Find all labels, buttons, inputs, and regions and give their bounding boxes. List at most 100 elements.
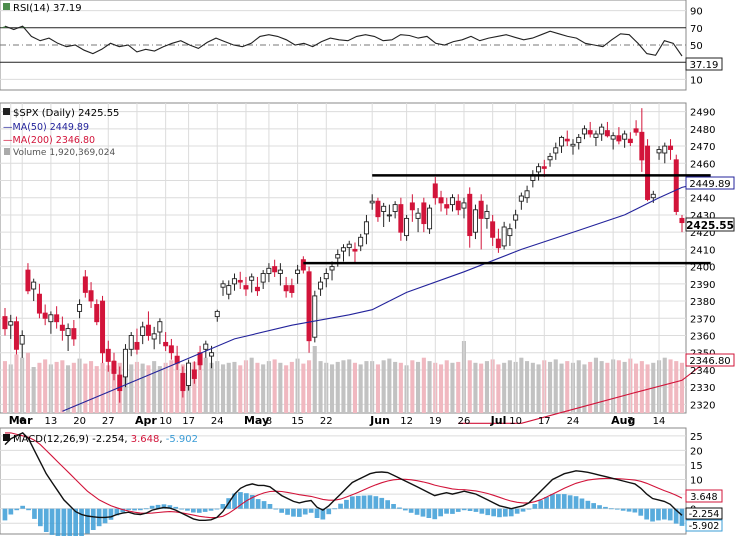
- macd-hist-box: [685, 519, 723, 532]
- macd-hist-bar: [255, 499, 261, 509]
- macd-hist-bar: [473, 508, 479, 512]
- candlestick: [444, 197, 450, 215]
- candlestick: [467, 187, 473, 248]
- candlestick: [25, 263, 31, 295]
- macd-hist-bar: [267, 504, 273, 509]
- candle-body: [197, 352, 203, 366]
- candlestick: [65, 323, 71, 351]
- support-resistance-lines: [303, 174, 711, 265]
- macd-hist-bar: [538, 500, 544, 509]
- candlestick: [243, 276, 249, 296]
- volume-bar: [341, 360, 346, 413]
- candlestick: [220, 280, 226, 296]
- macd-hist-bar: [26, 508, 31, 511]
- price-tick-label: 2470: [690, 142, 715, 153]
- candlestick: [82, 270, 88, 298]
- macd-hist-bar: [679, 508, 685, 526]
- candle-body: [604, 130, 610, 137]
- candle-body: [593, 133, 599, 138]
- macd-hist-bar: [573, 496, 579, 509]
- candle-body: [300, 259, 306, 271]
- price-tick-label: 2390: [690, 280, 715, 291]
- macd-hist-bar: [597, 505, 602, 509]
- candlestick: [128, 332, 134, 357]
- macd-line-box: [685, 507, 723, 520]
- macd-hist-bar: [432, 508, 438, 520]
- candlesticks: [2, 108, 685, 403]
- candle-body: [346, 243, 352, 249]
- macd-hist-bar: [614, 508, 620, 510]
- candle-body: [59, 324, 65, 331]
- candle-body: [627, 138, 633, 144]
- volume-bar: [427, 361, 432, 413]
- candle-body: [249, 276, 255, 281]
- macd-hist-bar: [167, 505, 173, 509]
- candlestick: [490, 214, 496, 246]
- volume-bar: [307, 360, 312, 413]
- volume-bar: [393, 361, 398, 413]
- macd-tick-label: 10: [690, 476, 703, 487]
- volume-bar: [358, 364, 363, 413]
- macd-hist-bar: [196, 508, 202, 513]
- rsi-tick-label: 10: [690, 75, 703, 86]
- day-tick-label: 15: [291, 416, 304, 427]
- macd-hist-bar: [120, 508, 126, 513]
- volume-bar: [479, 363, 484, 413]
- macd-hist-bar: [238, 492, 243, 509]
- volume-bar: [318, 361, 323, 413]
- macd-hist-bar: [85, 508, 90, 534]
- candle-body: [220, 283, 226, 288]
- candlestick: [134, 328, 140, 355]
- candlestick: [386, 204, 392, 222]
- macd-hist-bar: [202, 508, 208, 512]
- candlestick: [363, 214, 369, 245]
- candle-body: [54, 314, 60, 323]
- price-tick-label: 2430: [690, 211, 715, 222]
- candle-body: [392, 204, 398, 212]
- candle-body: [254, 286, 260, 292]
- volume-legend-swatch: [4, 148, 10, 155]
- volume-bar: [2, 361, 7, 413]
- macd-hist-badge: -5.902: [685, 519, 723, 532]
- day-tick-label: 26: [458, 416, 471, 427]
- macd-line-text: -2.254: [689, 509, 720, 520]
- candle-body: [386, 214, 392, 217]
- rsi-tick-label: 50: [690, 41, 703, 52]
- macd-hist-bar: [314, 508, 320, 518]
- day-tick-label: 14: [653, 416, 666, 427]
- macd-tick-label: 20: [690, 446, 703, 457]
- candlestick: [140, 321, 146, 345]
- day-tick-label: 17: [538, 416, 551, 427]
- macd-hist-bar: [2, 508, 8, 521]
- macd-hist-bar: [656, 508, 661, 521]
- candlestick: [122, 344, 128, 388]
- candle-body: [444, 204, 450, 209]
- day-tick-label: 20: [73, 416, 86, 427]
- volume-bar: [238, 365, 243, 413]
- candlestick: [168, 338, 174, 360]
- macd-hist-bar: [391, 504, 396, 509]
- volume-bar: [146, 365, 151, 413]
- day-tick-label: 17: [182, 416, 195, 427]
- candlestick: [616, 127, 622, 145]
- candle-body: [536, 166, 542, 173]
- macd-hist-bar: [302, 508, 308, 515]
- candle-body: [88, 290, 94, 302]
- candle-body: [65, 328, 71, 336]
- macd-hist-bar: [385, 500, 390, 509]
- macd-hist-bar: [155, 504, 161, 509]
- volume-bar: [553, 359, 558, 413]
- candle-body: [668, 145, 674, 150]
- macd-hist-bar: [397, 507, 402, 509]
- candle-body: [467, 193, 473, 237]
- price-tick-label: 2490: [690, 108, 715, 119]
- candle-body: [645, 145, 651, 200]
- volume-bar: [387, 358, 392, 413]
- candle-body: [478, 200, 484, 219]
- macd-hist-bar: [291, 508, 296, 517]
- volume-bar: [634, 363, 639, 413]
- candlestick: [455, 194, 461, 215]
- volume-bar: [530, 362, 535, 413]
- candle-body: [163, 341, 169, 347]
- volume-bar: [100, 362, 105, 413]
